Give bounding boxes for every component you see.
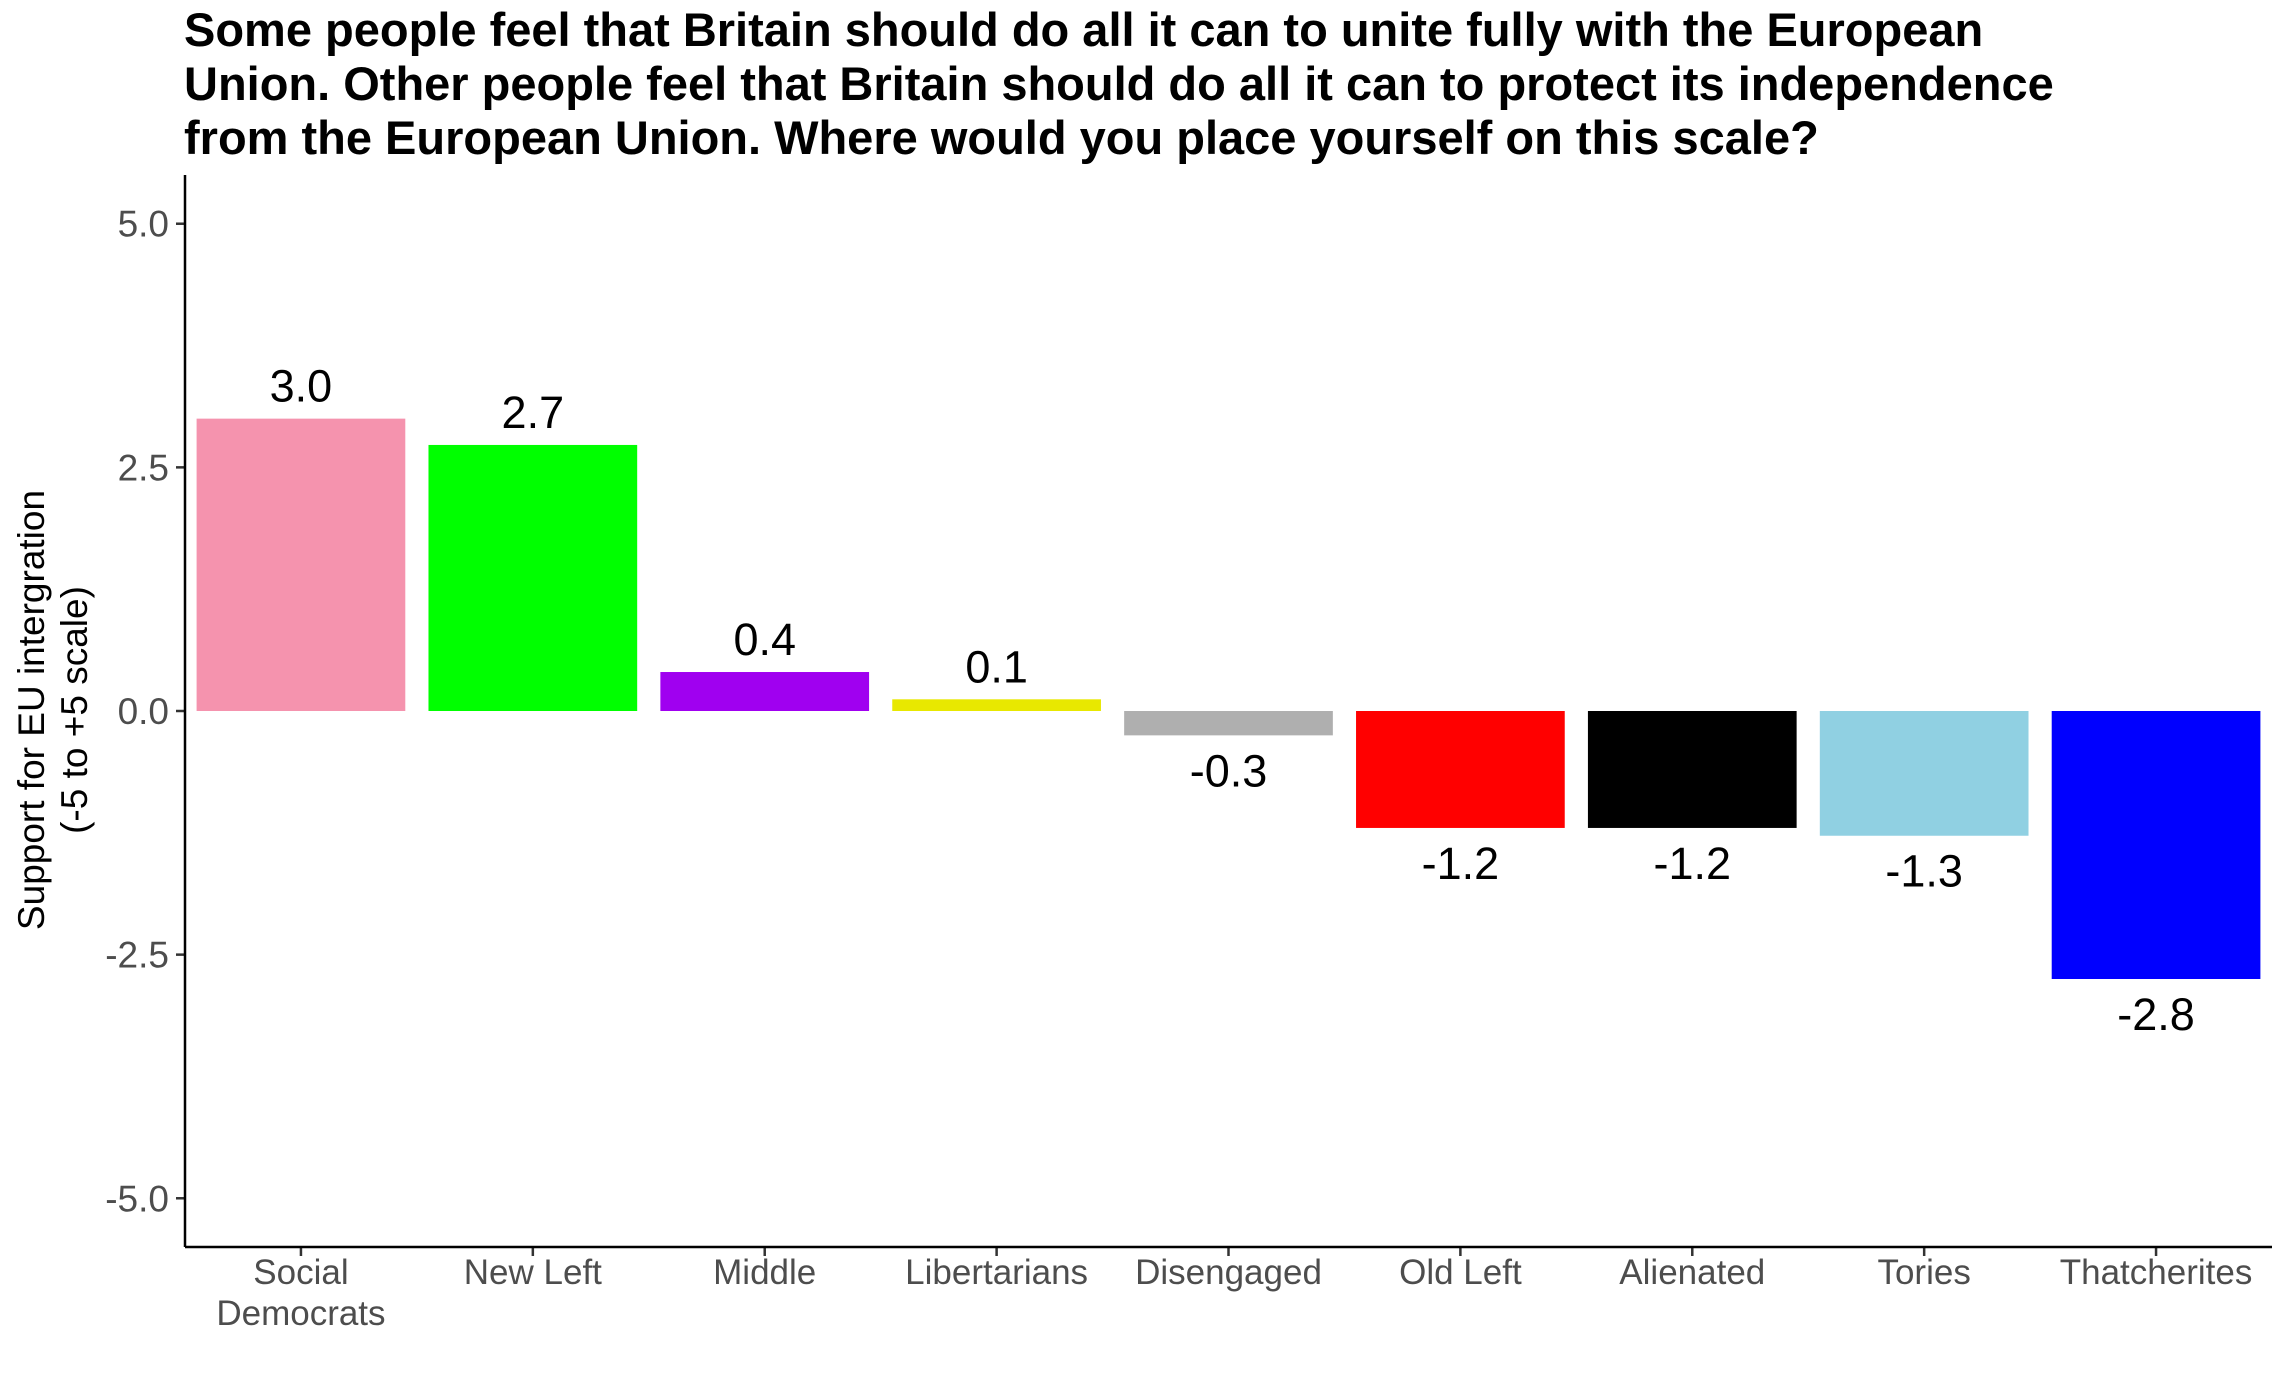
bar <box>892 699 1101 711</box>
data-label: -2.8 <box>2117 989 2195 1040</box>
title-line-0: Some people feel that Britain should do … <box>184 3 1983 56</box>
data-label: 2.7 <box>502 387 565 438</box>
value-labels: 3.0 2.7 0.4 0.1 -0.3 -1.2 -1.2 -1.3 -2.8 <box>270 361 2195 1040</box>
bar <box>660 672 870 711</box>
bar <box>1819 711 2029 836</box>
y-tick-label: -5.0 <box>105 1178 169 1219</box>
y-axis-label-line-0: Support for EU intergration <box>11 490 52 930</box>
data-label: -0.3 <box>1190 745 1268 796</box>
y-axis-label: Support for EU intergration (-5 to +5 sca… <box>11 490 95 930</box>
x-tick-label: Thatcherites <box>2060 1253 2253 1292</box>
y-tick-label: 0.0 <box>118 691 169 732</box>
x-tick-label: Alienated <box>1619 1253 1765 1292</box>
bars <box>196 418 2261 979</box>
data-label: -1.3 <box>1885 846 1963 897</box>
data-label: -1.2 <box>1422 838 1500 889</box>
x-tick-label: Tories <box>1877 1253 1970 1292</box>
y-tick-label: -2.5 <box>105 935 169 976</box>
bar <box>1587 711 1797 828</box>
x-tick-label: New Left <box>464 1253 602 1292</box>
data-label: -1.2 <box>1654 838 1732 889</box>
data-label: 0.4 <box>733 614 796 665</box>
bar <box>1356 711 1565 828</box>
title-line-1: Union. Other people feel that Britain sh… <box>184 57 2054 110</box>
chart-title: Some people feel that Britain should do … <box>184 3 2054 164</box>
bar <box>428 444 638 711</box>
y-axis-label-line-1: (-5 to +5 scale) <box>54 586 95 834</box>
x-tick-label: Middle <box>713 1253 816 1292</box>
bar <box>2051 711 2261 979</box>
title-line-2: from the European Union. Where would you… <box>184 111 1819 164</box>
data-label: 3.0 <box>270 361 333 412</box>
x-tick-label: Old Left <box>1399 1253 1522 1292</box>
x-tick-label: Libertarians <box>905 1253 1088 1292</box>
x-tick-label: Social <box>253 1253 348 1292</box>
y-tick-label: 2.5 <box>118 447 169 488</box>
x-tick-label: Democrats <box>216 1294 385 1333</box>
x-tick-label: Disengaged <box>1135 1253 1322 1292</box>
y-tick-label: 5.0 <box>118 204 169 245</box>
data-label: 0.1 <box>965 641 1028 692</box>
bar <box>196 418 406 711</box>
y-axis-ticks: 5.0 2.5 0.0 -2.5 -5.0 <box>105 204 185 1219</box>
bar <box>1124 711 1333 736</box>
